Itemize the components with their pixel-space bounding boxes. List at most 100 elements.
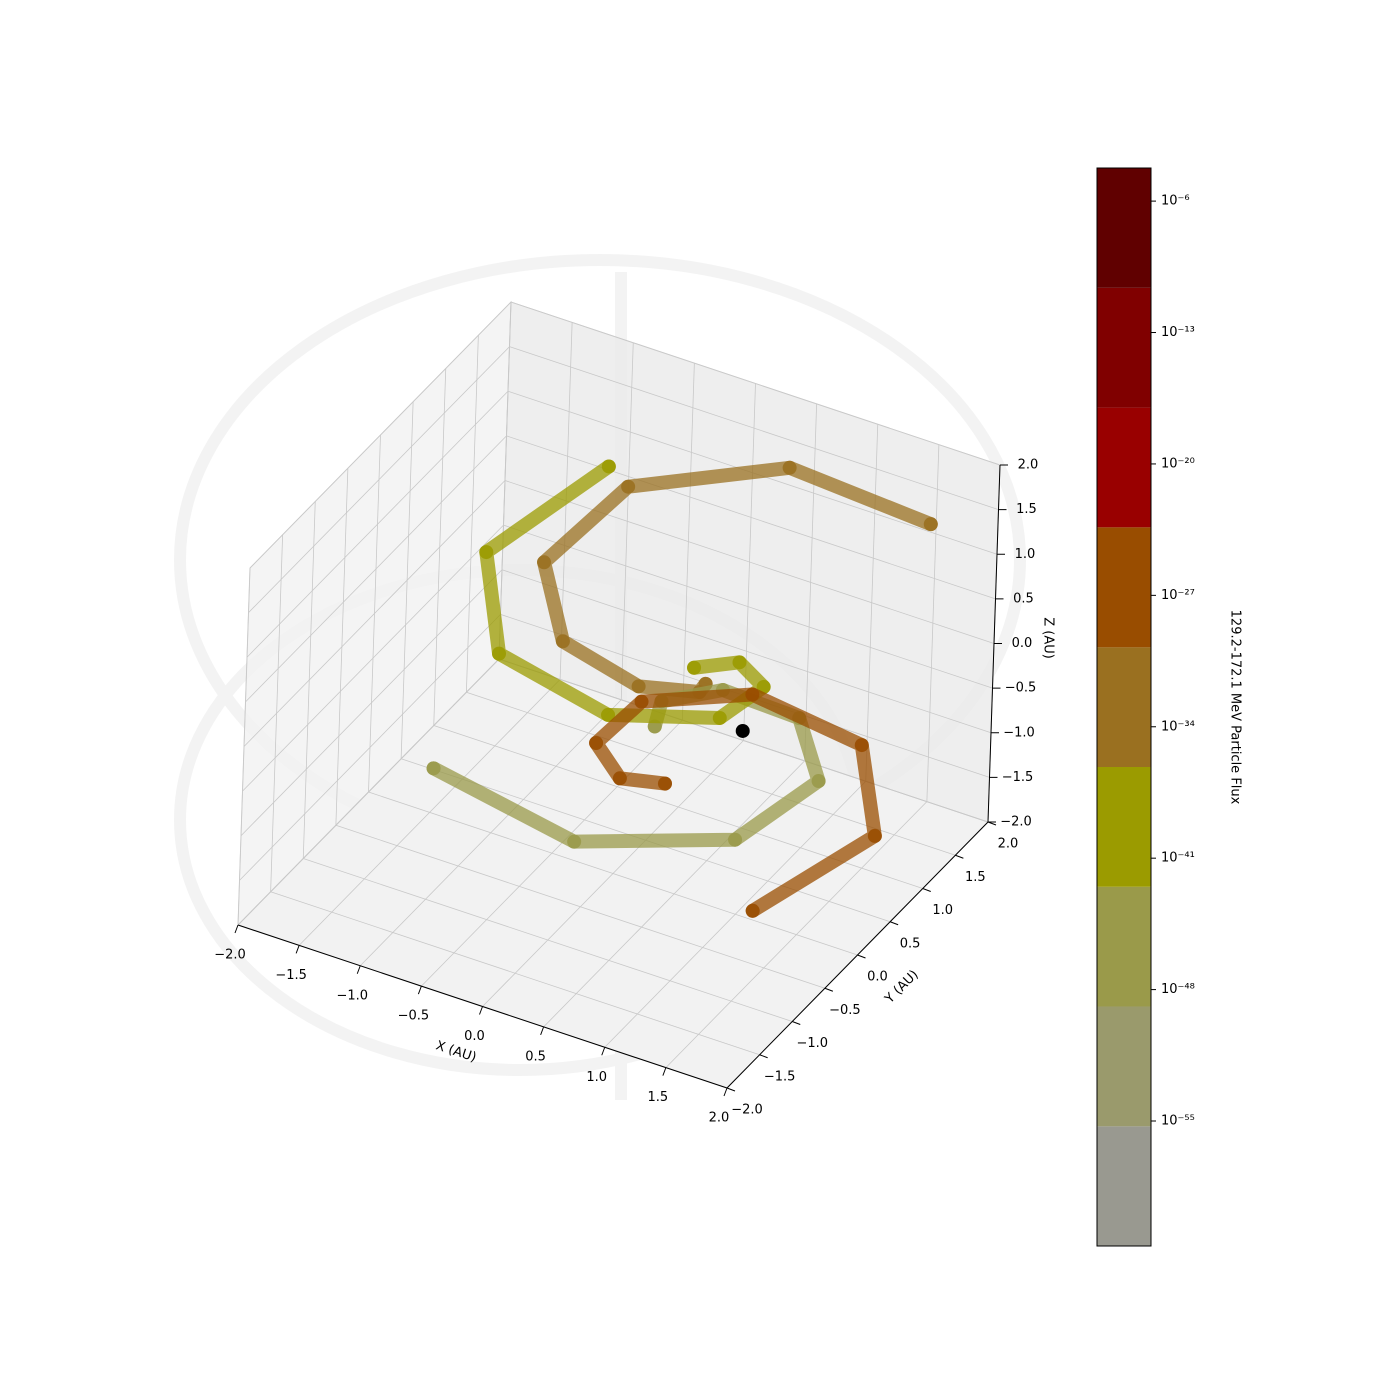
flux-point <box>537 555 552 570</box>
x-tick <box>479 1006 483 1015</box>
x-tick <box>540 1026 545 1036</box>
flux-point <box>687 660 702 675</box>
colorbar-band <box>1097 407 1151 528</box>
grid-line <box>270 891 760 1056</box>
colorbar-tick-label: 10⁻⁴⁸ <box>1161 982 1195 997</box>
colorbar-label: 129.2-172.1 MeV Particle Flux <box>1228 610 1243 805</box>
grid-line <box>242 524 504 792</box>
colorbar-band <box>1097 287 1151 408</box>
flux-point <box>621 479 636 494</box>
colorbar-tick-label: 10⁻⁶ <box>1161 194 1190 209</box>
x-tick-label: 0.0 <box>464 1029 485 1044</box>
y-tick-label: −1.5 <box>764 1069 796 1084</box>
flux-point <box>567 834 582 849</box>
x-tick <box>601 1047 606 1056</box>
flux-point <box>634 694 649 709</box>
x-tick <box>662 1067 667 1076</box>
flux-point <box>745 687 760 702</box>
flux-point <box>728 832 743 847</box>
z-tick-label: 0.5 <box>1013 591 1034 606</box>
colorbar-band <box>1097 527 1151 648</box>
y-tick-label: −1.0 <box>796 1036 828 1051</box>
x-tick-label: 1.0 <box>586 1070 607 1085</box>
colorbar-band <box>1097 168 1151 288</box>
flux-point <box>426 761 441 776</box>
colorbar-tick-label: 10⁻³⁴ <box>1161 719 1195 734</box>
flux-point <box>712 710 727 725</box>
flux-point <box>612 771 627 786</box>
x-tick-label: −0.5 <box>398 1009 430 1024</box>
flux-point <box>492 646 507 661</box>
field-line <box>589 687 882 918</box>
colorbar-tick-label: 10⁻²⁰ <box>1161 456 1195 471</box>
y-tick <box>759 1054 768 1059</box>
grid-line <box>246 390 509 658</box>
z-tick-label: −2.0 <box>1000 815 1032 830</box>
x-tick-label: 0.5 <box>525 1049 546 1064</box>
grid-line <box>504 480 995 644</box>
colorbar-tick-label: 10⁻⁵⁵ <box>1161 1114 1195 1129</box>
colorbar-band <box>1097 886 1151 1007</box>
colorbar-tick-label: 10⁻⁴¹ <box>1161 851 1195 866</box>
z-tick-label: −1.0 <box>1003 725 1035 740</box>
flux-point <box>589 736 604 750</box>
y-tick <box>889 921 899 926</box>
y-tick-label: 2.0 <box>998 837 1019 852</box>
x-tick <box>723 1087 728 1097</box>
x-tick <box>295 945 300 954</box>
grid-line <box>506 435 996 600</box>
x-axis <box>237 924 728 1089</box>
grid-line <box>335 824 826 989</box>
grid-line <box>243 480 506 747</box>
grid-line <box>237 658 500 926</box>
grid-line <box>239 614 501 881</box>
flux-point <box>867 828 882 843</box>
flux-point <box>854 738 869 753</box>
grid-line <box>498 658 989 823</box>
y-tick-label: 0.0 <box>867 970 888 985</box>
y-tick-label: 1.0 <box>932 903 953 918</box>
x-tick-label: −1.0 <box>336 988 368 1003</box>
colorbar-band <box>1097 647 1151 767</box>
y-tick <box>955 854 964 859</box>
grid-line <box>509 346 999 511</box>
z-tick-label: −0.5 <box>1005 681 1037 696</box>
z-tick-label: 2.0 <box>1018 458 1039 473</box>
grid-line <box>249 301 512 569</box>
flux-point <box>657 776 672 791</box>
y-tick-label: 0.5 <box>900 936 921 951</box>
grid-line <box>501 569 992 734</box>
y-tick <box>792 1021 801 1025</box>
colorbar-band <box>1097 1006 1151 1127</box>
grid-line <box>245 435 507 703</box>
flux-point <box>923 517 938 532</box>
flux-point <box>732 655 747 670</box>
colorbar-tick-label: 10⁻¹³ <box>1161 325 1195 340</box>
flux-point <box>631 679 646 694</box>
x-tick-label: −1.5 <box>275 968 307 983</box>
colorbar-band <box>1097 1126 1151 1246</box>
x-tick <box>234 924 239 934</box>
y-tick <box>726 1087 736 1092</box>
flux-point <box>601 707 616 722</box>
z-tick-label: 1.0 <box>1015 547 1036 562</box>
y-tick-label: 1.5 <box>965 870 986 885</box>
x-tick <box>356 965 361 974</box>
x-tick-label: −2.0 <box>214 948 246 963</box>
flux-point <box>745 903 760 918</box>
colorbar-band <box>1097 766 1151 887</box>
y-tick <box>824 987 834 992</box>
grid-line <box>248 346 510 613</box>
grid-line <box>303 858 793 1022</box>
grid-line <box>240 569 503 837</box>
y-tick <box>922 888 931 892</box>
x-tick-label: 2.0 <box>709 1111 730 1126</box>
flux-point <box>479 545 494 560</box>
grid-line <box>368 791 858 956</box>
y-tick <box>857 954 866 959</box>
z-axis <box>987 464 1001 823</box>
flux-point <box>782 460 797 475</box>
observer <box>735 723 750 738</box>
colorbar-frame <box>1096 167 1152 1247</box>
